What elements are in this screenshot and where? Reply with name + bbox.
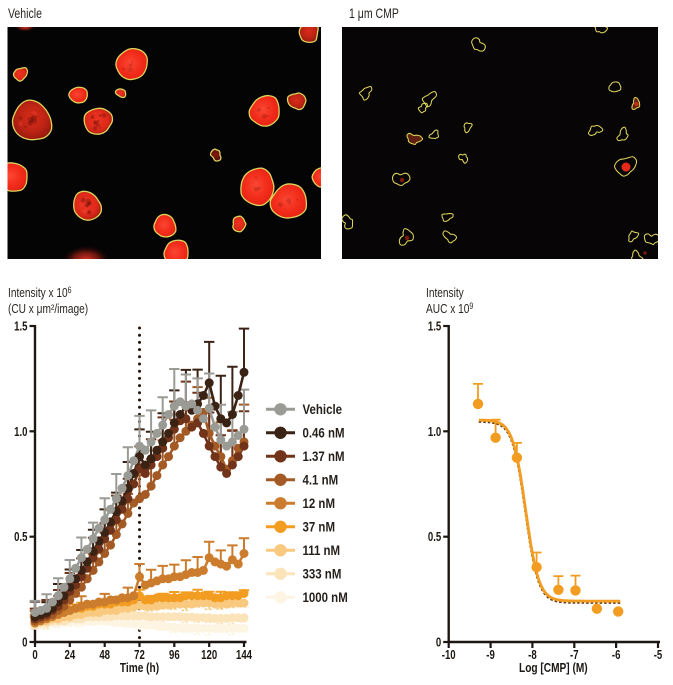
svg-text:Vehicle: Vehicle [8, 6, 42, 22]
svg-text:0.46 nM: 0.46 nM [303, 426, 345, 441]
svg-text:48: 48 [99, 649, 110, 663]
svg-text:1.37 nM: 1.37 nM [303, 449, 345, 464]
svg-text:1 μm CMP: 1 μm CMP [349, 6, 399, 22]
svg-text:-5: -5 [654, 649, 663, 663]
svg-text:1.5: 1.5 [14, 320, 27, 334]
svg-text:96: 96 [169, 649, 180, 663]
svg-text:0: 0 [22, 636, 27, 650]
svg-text:Log [CMP] (M): Log [CMP] (M) [519, 661, 588, 675]
svg-text:120: 120 [201, 649, 217, 663]
svg-text:-8: -8 [528, 649, 537, 663]
svg-text:1000 nM: 1000 nM [303, 590, 348, 605]
svg-text:(CU x μm²/image): (CU x μm²/image) [8, 302, 88, 316]
svg-text:12 nM: 12 nM [303, 496, 336, 511]
svg-text:37 nM: 37 nM [303, 520, 336, 535]
svg-text:0.5: 0.5 [428, 531, 441, 545]
svg-text:72: 72 [134, 649, 145, 663]
svg-text:Time (h): Time (h) [120, 661, 159, 675]
svg-text:Intensity x 106: Intensity x 106 [8, 285, 72, 300]
svg-text:AUC x 109: AUC x 109 [426, 301, 474, 316]
svg-text:-9: -9 [486, 649, 495, 663]
svg-text:144: 144 [236, 649, 253, 663]
svg-text:0.5: 0.5 [14, 531, 27, 545]
svg-text:-6: -6 [612, 649, 621, 663]
svg-text:333 nM: 333 nM [303, 567, 342, 582]
svg-text:Vehicle: Vehicle [303, 402, 343, 417]
svg-text:1.0: 1.0 [14, 426, 27, 440]
svg-text:24: 24 [64, 649, 75, 663]
svg-text:-10: -10 [442, 649, 456, 663]
svg-text:1.5: 1.5 [428, 320, 441, 334]
svg-text:1.0: 1.0 [428, 426, 441, 440]
svg-text:111 nM: 111 nM [303, 543, 341, 558]
svg-text:0: 0 [436, 636, 441, 650]
svg-text:-7: -7 [570, 649, 579, 663]
svg-text:4.1 nM: 4.1 nM [303, 473, 339, 488]
svg-text:Intensity: Intensity [426, 286, 464, 300]
svg-text:0: 0 [32, 649, 37, 663]
